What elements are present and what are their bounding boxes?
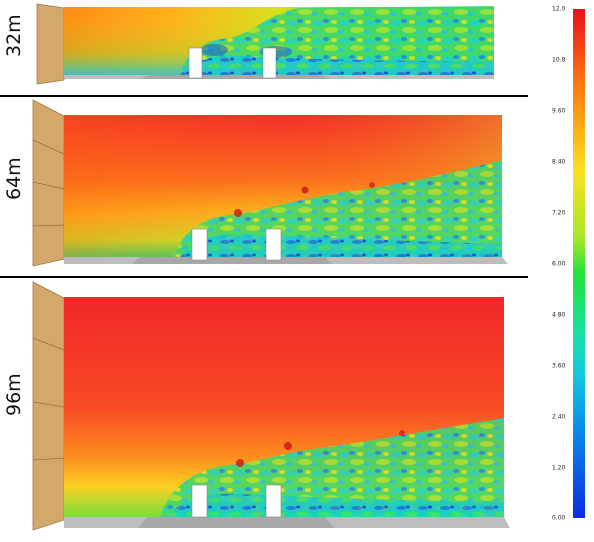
panel-label-96m: 96m: [3, 373, 25, 416]
colorbar-tick-label: 0.00: [552, 514, 566, 522]
panel-label-64m: 64m: [3, 157, 25, 200]
panel-label-32m: 32m: [3, 14, 25, 57]
colorbar-tick-label: 2.40: [552, 413, 566, 421]
panel-divider: [0, 95, 528, 97]
colorbar-tick-label: 6.00: [552, 260, 566, 268]
colorbar: [573, 9, 585, 518]
panel-96m: [32, 281, 510, 531]
colorbar-tick-label: 12.0: [552, 5, 566, 13]
panel-64m: [32, 99, 508, 267]
colorbar-tick-label: 9.60: [552, 107, 566, 115]
panel-divider: [0, 276, 528, 278]
colorbar-tick-label: 1.20: [552, 464, 566, 472]
colorbar-tick-label: 8.40: [552, 158, 566, 166]
colorbar-tick-label: 10.8: [552, 56, 566, 64]
panel-32m: [36, 3, 494, 85]
colorbar-tick-label: 4.80: [552, 311, 566, 319]
colorbar-tick-label: 3.60: [552, 362, 566, 370]
colorbar-tick-label: 7.20: [552, 209, 566, 217]
